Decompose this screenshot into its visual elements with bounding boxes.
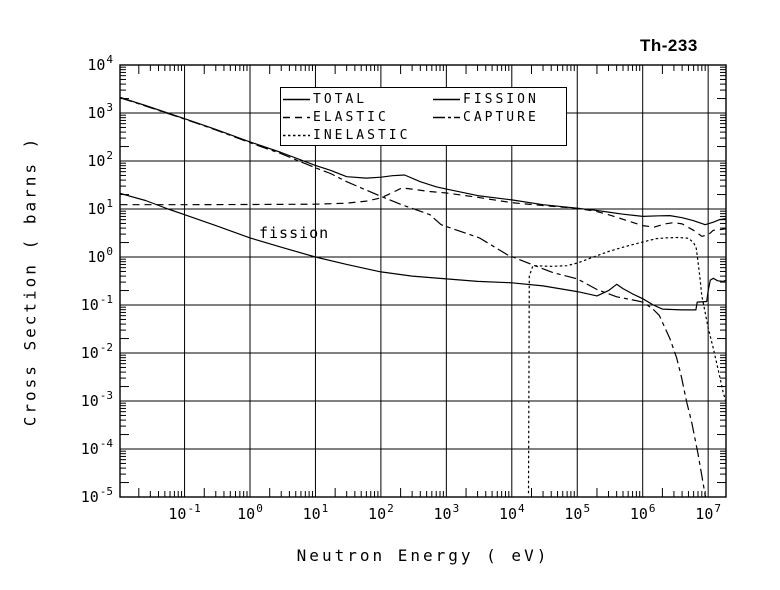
x-tick-label: 104 xyxy=(499,502,525,523)
x-tick-label: 101 xyxy=(303,502,329,523)
fission-curve-annotation: fission xyxy=(259,224,330,242)
legend-line-sample-icon xyxy=(283,134,310,136)
y-tick-label: 10-1 xyxy=(81,293,113,314)
series-inelastic-line xyxy=(527,236,727,494)
y-tick-label: 102 xyxy=(87,149,113,170)
x-tick-label: 105 xyxy=(564,502,590,523)
series-elastic-line xyxy=(120,187,727,237)
legend-item-label: INELASTIC xyxy=(313,127,411,143)
y-tick-label: 100 xyxy=(87,245,113,266)
legend-line-sample-icon xyxy=(283,98,310,100)
legend-item-label: ELASTIC xyxy=(313,109,389,125)
x-tick-label: 10-1 xyxy=(168,502,200,523)
plot-frame xyxy=(119,64,727,498)
x-axis-title: Neutron Energy ( eV) xyxy=(296,546,550,565)
x-tick-label: 102 xyxy=(368,502,394,523)
x-tick-label: 107 xyxy=(695,502,721,523)
legend-item-label: TOTAL xyxy=(313,91,368,107)
legend-item-inelastic: INELASTIC xyxy=(283,126,410,144)
legend-line-sample-icon xyxy=(433,116,460,118)
legend-item-total: TOTAL xyxy=(283,90,367,108)
y-tick-label: 10-2 xyxy=(81,341,113,362)
legend-line-sample-icon xyxy=(433,98,460,100)
y-tick-label: 101 xyxy=(87,197,113,218)
y-tick-label: 10-5 xyxy=(81,485,113,506)
legend-item-fission: FISSION xyxy=(433,90,539,108)
x-tick-label: 103 xyxy=(434,502,460,523)
y-axis-title: Cross Section ( barns ) xyxy=(20,135,40,427)
x-tick-label: 100 xyxy=(237,502,263,523)
legend-item-elastic: ELASTIC xyxy=(283,108,389,126)
y-tick-label: 104 xyxy=(87,53,113,74)
legend-box: TOTAL ELASTIC INELASTIC FISSION CAPTURE xyxy=(280,87,567,146)
x-tick-label: 106 xyxy=(630,502,656,523)
series-total-line xyxy=(120,96,727,226)
legend-item-label: FISSION xyxy=(463,91,539,107)
y-tick-label: 10-3 xyxy=(81,389,113,410)
series-capture-line xyxy=(120,97,707,498)
y-tick-label: 103 xyxy=(87,101,113,122)
figure-title: Th-233 xyxy=(640,36,698,55)
minor-ticks xyxy=(120,65,726,497)
series-fission-line xyxy=(120,192,727,311)
y-tick-label: 10-4 xyxy=(81,437,114,458)
legend-item-label: CAPTURE xyxy=(463,109,539,125)
legend-item-capture: CAPTURE xyxy=(433,108,539,126)
legend-line-sample-icon xyxy=(283,116,310,118)
